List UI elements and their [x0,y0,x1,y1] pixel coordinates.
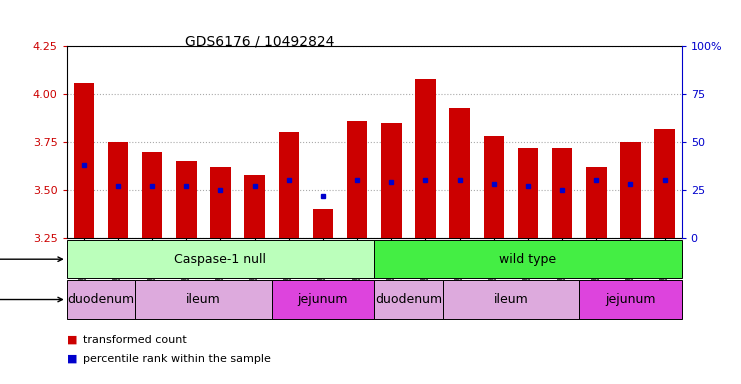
Text: jejunum: jejunum [298,293,348,306]
Bar [245,175,265,238]
Bar [374,280,442,319]
Text: ■: ■ [67,335,77,345]
Text: jejunum: jejunum [605,293,656,306]
Bar [347,121,368,238]
Text: GDS6176 / 10492824: GDS6176 / 10492824 [185,35,335,48]
Bar [107,142,128,238]
Bar [176,161,196,238]
Text: ileum: ileum [494,293,528,306]
Text: ileum: ileum [186,293,221,306]
Bar [484,136,504,238]
Bar [313,209,333,238]
Text: duodenum: duodenum [375,293,442,306]
Bar [142,152,162,238]
Bar [449,108,470,238]
Bar [67,280,135,319]
Bar [415,79,436,238]
Text: ■: ■ [67,354,77,364]
Bar [135,280,272,319]
Text: wild type: wild type [499,253,556,266]
Text: percentile rank within the sample: percentile rank within the sample [83,354,271,364]
Bar [279,132,299,238]
Text: genotype/variation: genotype/variation [0,254,62,264]
Text: Caspase-1 null: Caspase-1 null [174,253,267,266]
Text: duodenum: duodenum [67,293,134,306]
Bar [620,142,641,238]
Bar [73,83,94,238]
Bar [67,240,374,278]
Bar [518,148,538,238]
Bar [272,280,374,319]
Bar [374,240,682,278]
Text: tissue: tissue [0,295,62,305]
Bar [654,129,675,238]
Text: transformed count: transformed count [83,335,187,345]
Bar [210,167,230,238]
Bar [586,167,607,238]
Bar [579,280,682,319]
Bar [442,280,579,319]
Bar [381,123,402,238]
Bar [552,148,572,238]
